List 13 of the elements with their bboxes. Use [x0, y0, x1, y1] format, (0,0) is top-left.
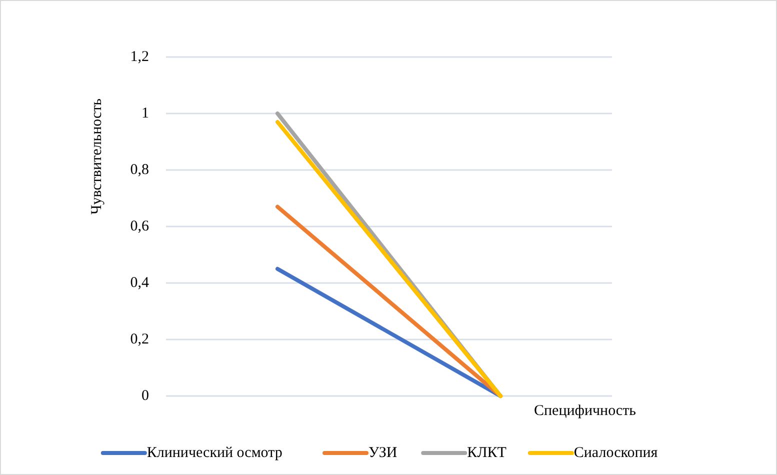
y-tick-label: 1,2 — [130, 49, 149, 65]
legend-label: Сиалоскопия — [574, 445, 658, 461]
y-tick-label: 0,6 — [130, 218, 150, 234]
legend-label: УЗИ — [368, 445, 398, 461]
y-tick-label: 0,4 — [130, 275, 150, 291]
legend-label: Клинический осмотр — [146, 445, 282, 461]
legend-label: КЛКТ — [467, 445, 506, 461]
x-axis-title: Специфичность — [534, 403, 636, 419]
y-tick-label: 0,2 — [130, 332, 149, 348]
y-tick-label: 0,8 — [130, 162, 149, 178]
y-tick-label: 1 — [142, 106, 149, 122]
y-tick-label: 0 — [142, 388, 149, 404]
y-axis-title: Чувствительность — [89, 98, 105, 215]
